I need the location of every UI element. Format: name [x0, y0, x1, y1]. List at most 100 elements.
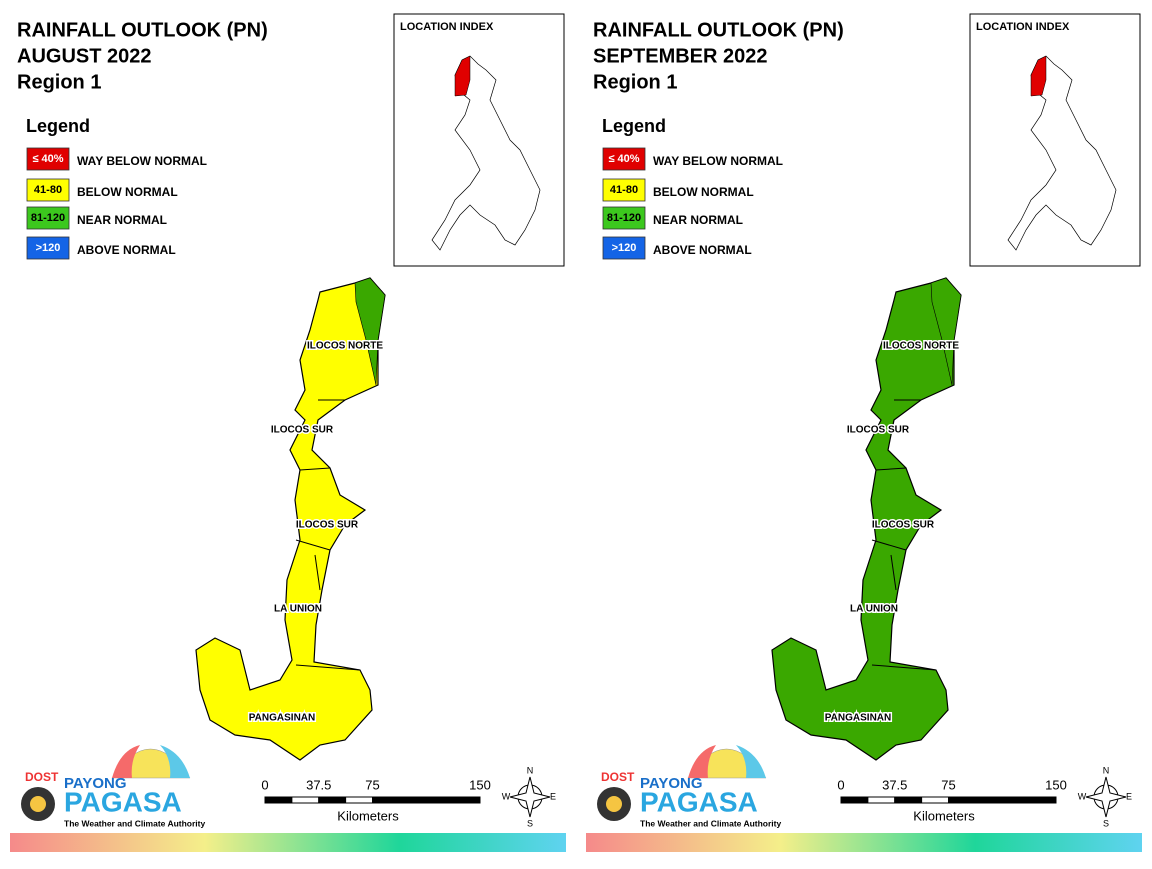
scale-tick-label: 75: [941, 777, 955, 792]
legend-swatch: [602, 147, 646, 171]
province-label: PANGASINAN: [825, 713, 891, 724]
title-line: RAINFALL OUTLOOK (PN): [17, 19, 268, 41]
province-border: [314, 554, 321, 591]
compass-letter: W: [502, 791, 511, 801]
scale-segment: [291, 796, 320, 804]
logo-dost: DOST: [25, 770, 59, 784]
scale-tick-label: 37.5: [882, 777, 907, 792]
legend-swatch: [26, 178, 70, 202]
province-label: ILOCOS SUR: [271, 425, 334, 436]
compass-letter: S: [1103, 818, 1109, 828]
scale-segment: [318, 796, 347, 804]
umbrella-right: [160, 745, 190, 778]
legend-swatch: [26, 147, 70, 171]
logo-emblem-inner: [606, 796, 622, 812]
province-label: LA UNION: [274, 604, 322, 615]
region-map: [771, 277, 962, 761]
legend-swatch: [602, 178, 646, 202]
legend-range: >120: [36, 242, 61, 254]
compass-letter: N: [527, 765, 534, 775]
umbrella-left: [112, 745, 140, 778]
compass-letter: E: [550, 791, 556, 801]
scale-tick-label: 37.5: [306, 777, 331, 792]
legend-swatch: [602, 206, 646, 230]
compass-rose: [509, 776, 551, 818]
umbrella-right: [736, 745, 766, 778]
region-highlight: [454, 55, 471, 97]
logo-payong: PAYONG: [640, 775, 703, 792]
province-border: [875, 467, 907, 471]
province-border: [295, 539, 331, 551]
legend-range: 81-120: [31, 212, 65, 224]
scale-tick-label: 150: [1045, 777, 1067, 792]
legend-range: 41-80: [34, 184, 62, 196]
panel: RAINFALL OUTLOOK (PN) AUGUST 2022 Region 1…: [10, 13, 566, 852]
logo-pagasa: PAGASA: [640, 786, 758, 817]
scale-segment: [264, 796, 293, 804]
legend-swatch: [26, 236, 70, 260]
scale-tick-label: 75: [365, 777, 379, 792]
scale-tick-label: 150: [469, 777, 491, 792]
title-line: Region 1: [593, 71, 677, 93]
logo-pagasa: PAGASA: [64, 786, 182, 817]
title-line: SEPTEMBER 2022: [593, 45, 768, 67]
legend-range: ≤ 40%: [608, 153, 639, 165]
legend-title: Legend: [26, 116, 90, 136]
legend-title: Legend: [602, 116, 666, 136]
scale-segment: [894, 796, 923, 804]
legend-label: WAY BELOW NORMAL: [77, 154, 207, 168]
province-label: ILOCOS SUR: [872, 520, 935, 531]
title-line: AUGUST 2022: [17, 45, 152, 67]
scale-segment: [948, 796, 1057, 804]
legend-label: ABOVE NORMAL: [77, 243, 176, 257]
province-border: [299, 467, 331, 471]
compass-letter: S: [527, 818, 533, 828]
province-border: [890, 554, 897, 591]
legend-label: NEAR NORMAL: [77, 213, 167, 227]
legend-range: 81-120: [607, 212, 641, 224]
scale-tick-label: 0: [261, 777, 268, 792]
logo-tagline: The Weather and Climate Authority: [64, 818, 205, 828]
panel: RAINFALL OUTLOOK (PN) SEPTEMBER 2022 Regio…: [586, 13, 1142, 852]
color-band: [586, 833, 1142, 852]
region-highlight: [1030, 55, 1047, 97]
province-label: ILOCOS SUR: [296, 520, 359, 531]
province-label: ILOCOS SUR: [847, 425, 910, 436]
compass-letter: W: [1078, 791, 1087, 801]
compass-rose: [1085, 776, 1127, 818]
legend-swatch: [26, 206, 70, 230]
scale-segment: [372, 796, 481, 804]
province-label: PANGASINAN: [249, 713, 315, 724]
legend-label: NEAR NORMAL: [653, 213, 743, 227]
philippines-outline: [431, 55, 541, 251]
scale-unit: Kilometers: [913, 808, 975, 823]
legend-swatch: [602, 236, 646, 260]
logo-dost: DOST: [601, 770, 635, 784]
scale-unit: Kilometers: [337, 808, 399, 823]
color-band: [10, 833, 566, 852]
location-index-title: LOCATION INDEX: [976, 21, 1070, 33]
umbrella-left: [688, 745, 716, 778]
province-border: [871, 539, 907, 551]
province-label: ILOCOS NORTE: [883, 341, 959, 352]
legend-label: BELOW NORMAL: [77, 185, 178, 199]
legend-range: >120: [612, 242, 637, 254]
philippines-outline: [1007, 55, 1117, 251]
province-border: [871, 664, 937, 671]
region-map: [195, 277, 386, 761]
scale-tick-label: 0: [837, 777, 844, 792]
province-label: ILOCOS NORTE: [307, 341, 383, 352]
scale-segment: [840, 796, 869, 804]
legend-label: BELOW NORMAL: [653, 185, 754, 199]
legend-range: ≤ 40%: [32, 153, 63, 165]
compass-letter: N: [1103, 765, 1110, 775]
scale-segment: [867, 796, 896, 804]
scale-segment: [345, 796, 373, 804]
province-border: [295, 664, 361, 671]
logo-tagline: The Weather and Climate Authority: [640, 818, 781, 828]
province-label: LA UNION: [850, 604, 898, 615]
logo-emblem-inner: [30, 796, 46, 812]
scale-segment: [921, 796, 949, 804]
location-index-title: LOCATION INDEX: [400, 21, 494, 33]
